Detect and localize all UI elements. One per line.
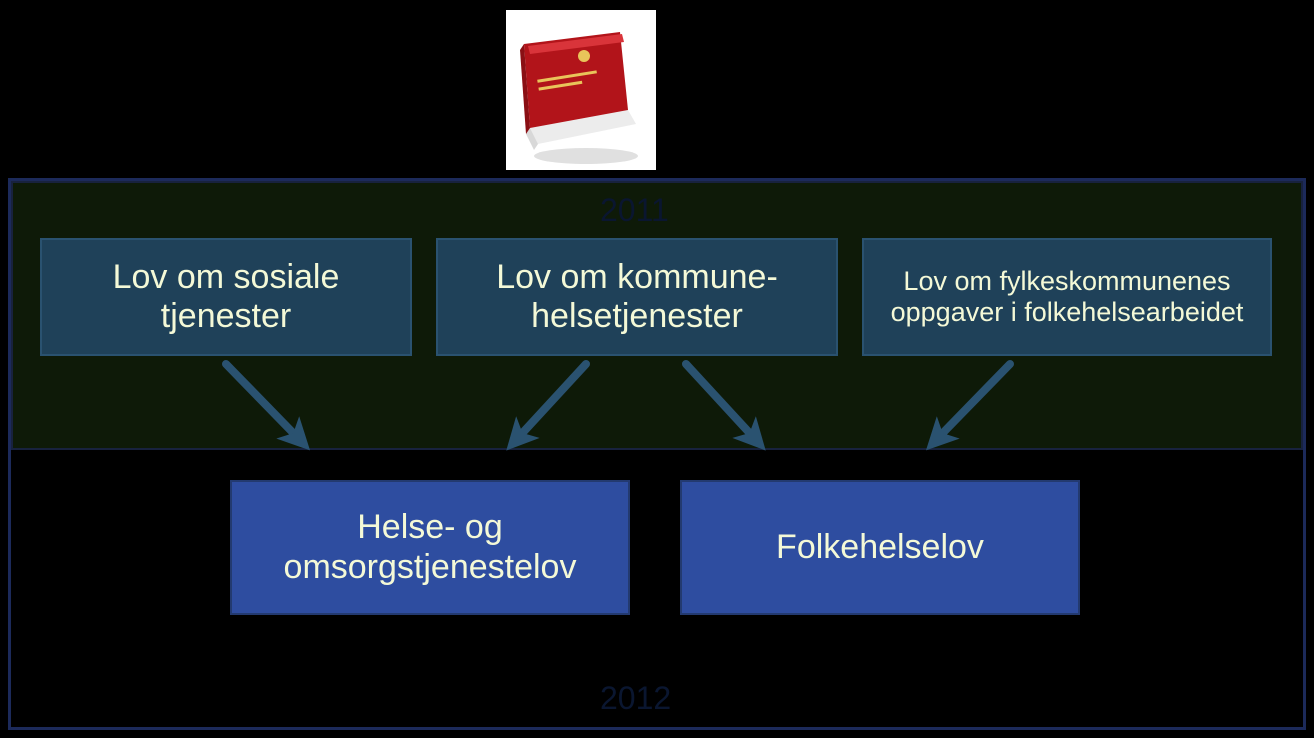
year-2012-label: 2012 — [600, 680, 671, 717]
year-2011-label: 2011 — [600, 192, 669, 229]
box-label: Lov om fylkeskommunenes oppgaver i folke… — [876, 266, 1258, 328]
box-sosiale-tjenester: Lov om sosiale tjenester — [40, 238, 412, 356]
box-kommunehelsetjenester: Lov om kommune-helsetjenester — [436, 238, 838, 356]
diagram-stage: 2011 2012 Lov om sosiale tjenester Lov o… — [0, 0, 1314, 738]
box-label: Lov om sosiale tjenester — [54, 258, 398, 336]
law-book-image — [506, 10, 656, 170]
box-label: Folkehelselov — [776, 528, 984, 567]
box-folkehelselov: Folkehelselov — [680, 480, 1080, 615]
box-label: Lov om kommune-helsetjenester — [496, 258, 778, 336]
box-fylkeskommunenes: Lov om fylkeskommunenes oppgaver i folke… — [862, 238, 1272, 356]
box-helse-omsorg: Helse- og omsorgstjenestelov — [230, 480, 630, 615]
box-label: Helse- og omsorgstjenestelov — [244, 508, 616, 586]
